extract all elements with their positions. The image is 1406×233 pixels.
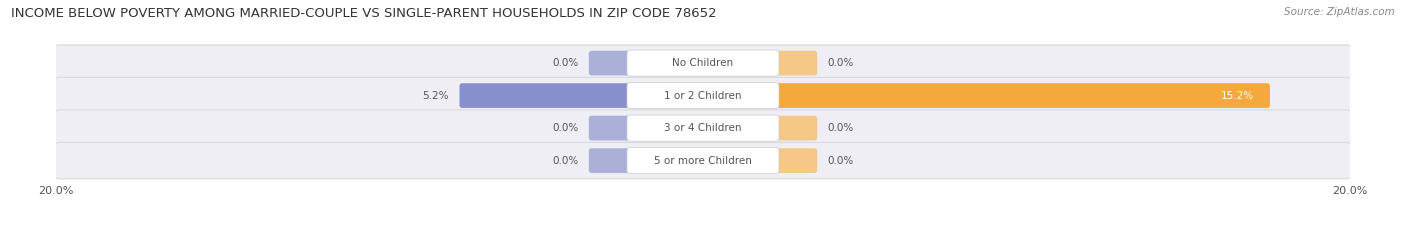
Text: 0.0%: 0.0% (828, 156, 853, 166)
Legend: Married Couples, Single Parents: Married Couples, Single Parents (581, 229, 825, 233)
Text: 5.2%: 5.2% (423, 91, 449, 101)
FancyBboxPatch shape (589, 51, 633, 75)
FancyBboxPatch shape (589, 116, 633, 140)
Text: 1 or 2 Children: 1 or 2 Children (664, 91, 742, 101)
FancyBboxPatch shape (55, 110, 1351, 146)
FancyBboxPatch shape (627, 115, 779, 141)
Text: 0.0%: 0.0% (553, 156, 578, 166)
FancyBboxPatch shape (773, 116, 817, 140)
Text: 3 or 4 Children: 3 or 4 Children (664, 123, 742, 133)
FancyBboxPatch shape (55, 142, 1351, 179)
Text: No Children: No Children (672, 58, 734, 68)
FancyBboxPatch shape (773, 148, 817, 173)
Text: 0.0%: 0.0% (828, 58, 853, 68)
FancyBboxPatch shape (773, 51, 817, 75)
Text: Source: ZipAtlas.com: Source: ZipAtlas.com (1284, 7, 1395, 17)
Text: 0.0%: 0.0% (553, 58, 578, 68)
FancyBboxPatch shape (627, 50, 779, 76)
FancyBboxPatch shape (773, 83, 1270, 108)
FancyBboxPatch shape (627, 147, 779, 174)
Text: INCOME BELOW POVERTY AMONG MARRIED-COUPLE VS SINGLE-PARENT HOUSEHOLDS IN ZIP COD: INCOME BELOW POVERTY AMONG MARRIED-COUPL… (11, 7, 717, 20)
Text: 0.0%: 0.0% (828, 123, 853, 133)
Text: 5 or more Children: 5 or more Children (654, 156, 752, 166)
FancyBboxPatch shape (627, 82, 779, 109)
FancyBboxPatch shape (460, 83, 633, 108)
FancyBboxPatch shape (55, 77, 1351, 114)
Text: 0.0%: 0.0% (553, 123, 578, 133)
Text: 15.2%: 15.2% (1222, 91, 1254, 101)
FancyBboxPatch shape (55, 45, 1351, 81)
FancyBboxPatch shape (589, 148, 633, 173)
